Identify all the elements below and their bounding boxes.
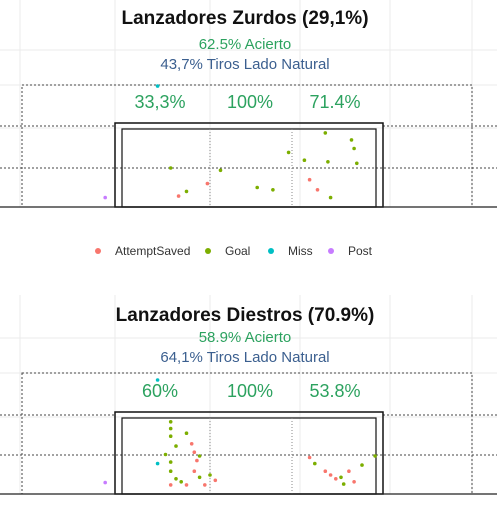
shot-point [197, 454, 202, 458]
shot-point [174, 444, 178, 448]
shot-point [184, 431, 189, 435]
shot-point [328, 195, 333, 200]
chart-plot-zurdos [0, 0, 497, 208]
legend-dot-icon [328, 247, 334, 254]
shot-point [192, 469, 197, 473]
legend-item-goal: Goal [205, 244, 250, 258]
shot-point [163, 452, 168, 457]
zone-pct-left: 33,3% [134, 92, 186, 112]
shot-point [218, 168, 223, 173]
shot-point [155, 461, 160, 466]
shot-point [168, 426, 173, 431]
legend: AttemptSaved Goal Miss Post [0, 240, 497, 264]
shot-point [168, 166, 173, 170]
shot-point [189, 442, 194, 446]
shot-point [192, 450, 197, 454]
chart-panel-diestros: Lanzadores Diestros (70.9%) 58.9% Aciert… [0, 295, 497, 505]
legend-item-miss: Miss [268, 244, 313, 258]
legend-dot-icon [205, 247, 211, 254]
accuracy-label: 58.9% Acierto [198, 329, 292, 346]
chart-title: Lanzadores Diestros (70.9%) [115, 305, 375, 326]
shot-point [352, 146, 356, 151]
zone-pct-center: 100% [226, 381, 274, 401]
shot-point [349, 138, 354, 142]
shot-point [323, 469, 328, 473]
shot-point [302, 158, 307, 162]
shot-point [355, 161, 359, 166]
zone-pct-right: 71.4% [309, 92, 361, 112]
shot-point [168, 483, 173, 487]
shot-point [176, 194, 181, 198]
zone-pct-left: 60% [141, 381, 179, 401]
zone-pct-right: 53.8% [309, 381, 361, 401]
shot-point [271, 188, 275, 192]
goal-frame-outer [114, 122, 384, 208]
legend-item-attemptsaved: AttemptSaved [95, 244, 190, 258]
shot-point [168, 460, 173, 464]
shot-point [208, 473, 212, 477]
shot-point [373, 454, 377, 458]
shot-point [195, 458, 199, 463]
shot-point [307, 177, 312, 182]
accuracy-label: 62.5% Acierto [198, 36, 292, 53]
shot-point [339, 475, 343, 480]
shot-point [255, 185, 259, 190]
chart-title: Lanzadores Zurdos (29,1%) [121, 8, 369, 29]
shot-point [184, 189, 189, 194]
shot-point [213, 478, 218, 483]
shot-point [205, 181, 210, 186]
chart-plot-diestros [0, 295, 497, 495]
goal-frame-inner [121, 417, 377, 495]
shot-point [179, 480, 183, 484]
shot-point [360, 463, 364, 467]
shot-point [174, 477, 178, 481]
shot-point [323, 131, 328, 135]
shot-point [197, 475, 202, 480]
shot-point [103, 480, 107, 485]
zone-pct-center: 100% [226, 92, 274, 112]
natural-side-label: 43,7% Tiros Lado Natural [160, 56, 330, 73]
shot-point [168, 434, 173, 438]
shot-point [347, 469, 351, 473]
shot-point [286, 150, 291, 155]
shot-point [328, 473, 333, 477]
shot-point [341, 482, 346, 486]
shot-point [184, 483, 189, 487]
goal-frame-outer [114, 411, 384, 495]
legend-dot-icon [268, 247, 274, 254]
shot-point [155, 378, 160, 382]
shot-point [103, 195, 107, 200]
shot-point [155, 84, 160, 88]
shot-point [315, 188, 320, 192]
shot-point [326, 160, 330, 164]
shot-point [352, 480, 356, 484]
legend-dot-icon [95, 247, 101, 254]
legend-item-post: Post [328, 244, 372, 258]
shot-point [168, 469, 173, 473]
shot-point [168, 420, 173, 424]
chart-panel-zurdos: Lanzadores Zurdos (29,1%) 62.5% Acierto … [0, 0, 497, 210]
shot-point [334, 477, 338, 481]
shot-point [307, 455, 312, 460]
natural-side-label: 64,1% Tiros Lado Natural [160, 349, 330, 366]
shot-point [203, 483, 207, 487]
shot-point [313, 461, 317, 466]
